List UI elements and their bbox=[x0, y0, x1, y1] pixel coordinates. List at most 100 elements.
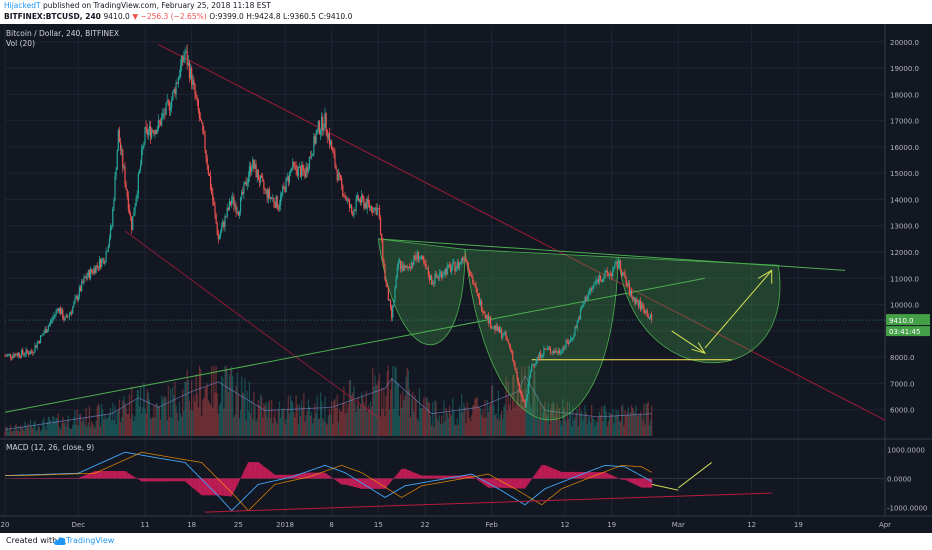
candle-body bbox=[188, 62, 191, 79]
volume-bar bbox=[178, 401, 181, 436]
macd-histogram-bar bbox=[259, 463, 262, 479]
macd-histogram-bar bbox=[396, 474, 398, 479]
volume-bar bbox=[411, 398, 413, 436]
candle-body bbox=[182, 55, 184, 62]
macd-histogram-bar bbox=[211, 478, 213, 496]
macd-histogram-bar bbox=[49, 477, 52, 479]
volume-bar bbox=[542, 412, 544, 436]
volume-bar bbox=[78, 414, 81, 436]
volume-bar bbox=[482, 409, 484, 436]
macd-histogram-bar bbox=[222, 478, 224, 496]
volume-bar bbox=[614, 415, 616, 436]
volume-bar bbox=[74, 410, 76, 436]
macd-histogram-bar bbox=[48, 477, 51, 479]
macd-histogram-bar bbox=[503, 478, 505, 488]
volume-bar bbox=[454, 424, 456, 436]
macd-histogram-bar bbox=[348, 478, 351, 486]
candle-body bbox=[528, 377, 531, 385]
volume-bar bbox=[358, 408, 361, 436]
candle-body bbox=[597, 279, 599, 283]
macd-histogram-bar bbox=[174, 478, 176, 482]
candle-body bbox=[263, 181, 265, 190]
macd-histogram-bar bbox=[236, 478, 238, 486]
tradingview-brand[interactable]: TradingView bbox=[66, 536, 115, 545]
macd-histogram-bar bbox=[116, 470, 118, 479]
volume-bar bbox=[47, 416, 49, 436]
macd-histogram-bar bbox=[264, 467, 266, 479]
candle-body bbox=[562, 347, 564, 353]
volume-bar bbox=[272, 423, 274, 436]
candle-body bbox=[116, 150, 118, 171]
candle-body bbox=[241, 191, 243, 198]
volume-bar bbox=[572, 405, 574, 436]
macd-histogram-bar bbox=[284, 474, 286, 479]
macd-histogram-bar bbox=[78, 477, 81, 479]
macd-histogram-bar bbox=[635, 478, 637, 485]
candle-body bbox=[214, 205, 216, 214]
volume-bar bbox=[611, 414, 613, 436]
volume-bar bbox=[58, 427, 61, 436]
volume-bar bbox=[416, 418, 418, 436]
volume-bar bbox=[256, 418, 258, 436]
macd-histogram-bar bbox=[179, 478, 182, 482]
candle-body bbox=[99, 259, 102, 268]
candle-body bbox=[625, 277, 627, 284]
macd-histogram-bar bbox=[346, 478, 348, 486]
volume-bar bbox=[116, 411, 118, 436]
candle-body bbox=[244, 181, 246, 184]
macd-histogram-bar bbox=[499, 478, 502, 488]
candle-body bbox=[246, 182, 248, 186]
volume-bar bbox=[279, 417, 282, 436]
candle-body bbox=[281, 193, 283, 196]
macd-histogram-bar bbox=[233, 478, 235, 493]
volume-bar bbox=[197, 407, 199, 436]
macd-histogram-bar bbox=[533, 476, 535, 479]
candle-body bbox=[262, 177, 264, 182]
author-name[interactable]: HijackedT bbox=[4, 1, 41, 10]
macd-histogram-bar bbox=[558, 471, 561, 479]
macd-histogram-bar bbox=[74, 477, 76, 479]
macd-histogram-bar bbox=[138, 478, 141, 481]
macd-histogram-bar bbox=[288, 474, 291, 479]
volume-bar bbox=[512, 374, 514, 436]
macd-histogram-bar bbox=[517, 478, 519, 489]
macd-histogram-bar bbox=[151, 478, 153, 482]
volume-bar bbox=[303, 393, 305, 436]
macd-histogram-bar bbox=[76, 477, 78, 479]
volume-bar bbox=[437, 421, 439, 436]
candle-body bbox=[549, 348, 552, 353]
volume-bar bbox=[606, 426, 608, 436]
head-cup bbox=[464, 248, 619, 421]
macd-histogram-bar bbox=[161, 478, 163, 482]
candle-body bbox=[371, 206, 373, 212]
macd-tick-label: 1000.0000 bbox=[887, 446, 925, 454]
macd-histogram-bar bbox=[414, 472, 416, 479]
macd-histogram-bar bbox=[164, 478, 166, 482]
macd-histogram-bar bbox=[331, 477, 333, 479]
macd-histogram-bar bbox=[347, 478, 349, 486]
candle-body bbox=[621, 269, 623, 277]
volume-bar bbox=[157, 407, 159, 436]
volume-bar bbox=[387, 366, 389, 436]
volume-bar bbox=[246, 391, 248, 436]
price-chart[interactable]: 6000.07000.08000.09000.010000.011000.012… bbox=[0, 24, 932, 533]
candle-body bbox=[274, 203, 276, 208]
volume-bar bbox=[369, 401, 372, 436]
macd-histogram-bar bbox=[72, 477, 74, 479]
macd-histogram-bar bbox=[217, 478, 219, 496]
volume-bar bbox=[314, 403, 316, 436]
candle-body bbox=[585, 296, 587, 302]
volume-bar bbox=[519, 386, 522, 436]
cup-pattern-overlay bbox=[4, 43, 886, 421]
volume-bar bbox=[323, 421, 325, 436]
macd-histogram-bar bbox=[31, 477, 33, 479]
candle-body bbox=[588, 291, 591, 295]
macd-histogram-bar bbox=[511, 478, 513, 489]
macd-histogram-bar bbox=[234, 478, 236, 490]
macd-histogram-bar bbox=[605, 472, 607, 479]
candle-body bbox=[379, 217, 382, 234]
macd-histogram-bar bbox=[557, 470, 559, 479]
volume-bar bbox=[631, 405, 633, 436]
volume-bar bbox=[214, 392, 216, 436]
volume-bar bbox=[629, 412, 632, 436]
